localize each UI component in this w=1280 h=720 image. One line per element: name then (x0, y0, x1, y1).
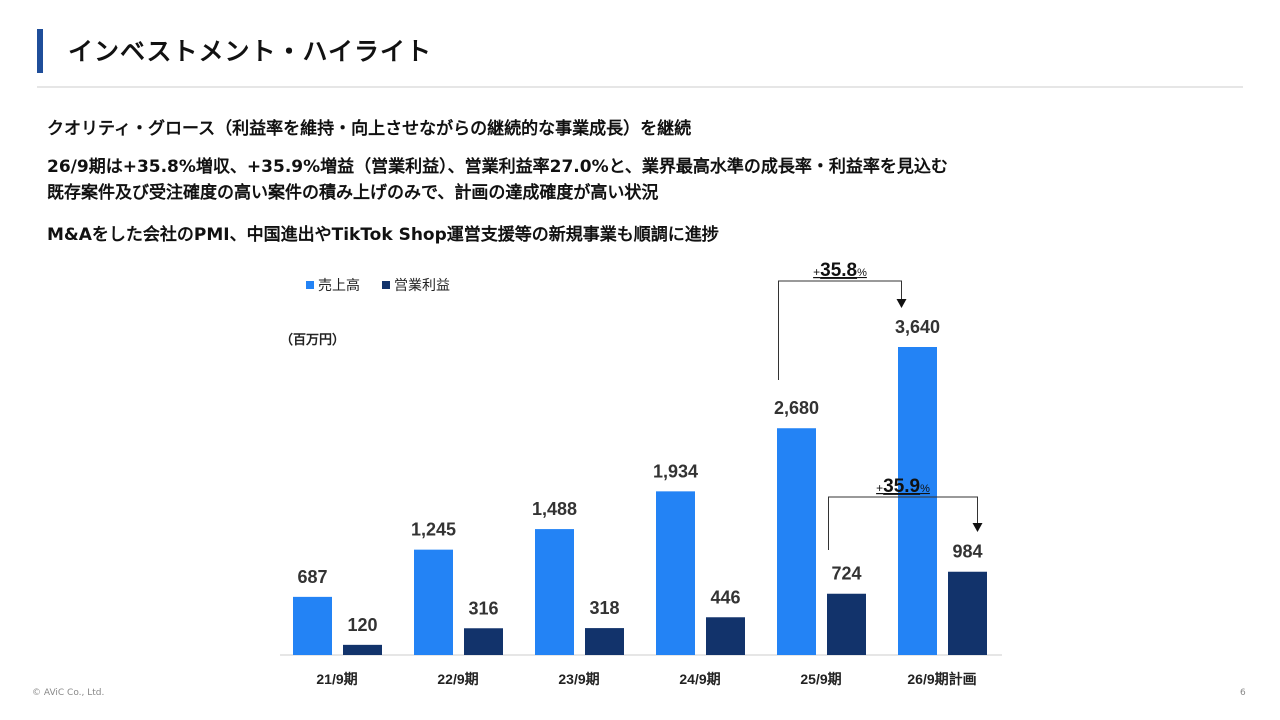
bar-revenue (777, 428, 816, 655)
growth-rate-part: % (920, 483, 930, 495)
data-label: 724 (831, 564, 861, 584)
x-tick-label: 25/9期 (800, 671, 841, 687)
x-tick-label: 22/9期 (437, 671, 478, 687)
bar-operating-profit (585, 628, 624, 655)
data-label: 120 (347, 615, 377, 635)
bullet-4: M&Aをした会社のPMI、中国進出やTikTok Shop運営支援等の新規事業も… (47, 225, 719, 245)
page-number: 6 (1240, 688, 1246, 698)
x-tick-label: 23/9期 (558, 671, 599, 687)
growth-rate-part: + (813, 265, 820, 279)
bar-revenue (293, 596, 332, 655)
bar-revenue (414, 549, 453, 655)
data-label: 1,488 (532, 499, 577, 519)
bar-revenue (898, 347, 937, 655)
arrow-head-icon (972, 523, 983, 532)
data-label: 984 (952, 542, 982, 562)
data-label: 316 (468, 598, 498, 618)
legend-swatch (306, 281, 314, 289)
bar-operating-profit (343, 644, 382, 655)
title-divider (37, 86, 1243, 88)
bar-operating-profit (706, 617, 745, 655)
bar-operating-profit (948, 571, 987, 655)
legend-label: 営業利益 (394, 277, 450, 293)
bullet-1: クオリティ・グロース（利益率を維持・向上させながらの継続的な事業成長）を継続 (47, 119, 692, 139)
growth-rate-part: 35.9 (883, 476, 920, 497)
bar-operating-profit (464, 628, 503, 655)
data-label: 3,640 (895, 317, 940, 337)
growth-rate-label: +35.8% (813, 260, 867, 281)
title-accent-bar (37, 29, 43, 73)
bar-revenue (656, 491, 695, 655)
x-tick-label: 26/9期計画 (907, 671, 976, 687)
growth-bracket (828, 496, 978, 550)
data-label: 1,934 (653, 461, 698, 481)
page-title: インベストメント・ハイライト (68, 37, 433, 66)
x-tick-label: 24/9期 (679, 671, 720, 687)
data-label: 446 (710, 587, 740, 607)
copyright: © AViC Co., Ltd. (32, 688, 105, 698)
bullet-3: 既存案件及び受注確度の高い案件の積み上げのみで、計画の達成確度が高い状況 (47, 183, 659, 203)
growth-bracket (778, 280, 902, 380)
arrow-head-icon (896, 299, 907, 308)
data-label: 687 (297, 567, 327, 587)
bar-revenue (535, 529, 574, 655)
growth-rate-label: +35.9% (876, 476, 930, 497)
growth-rate-part: % (857, 267, 867, 279)
data-label: 1,245 (411, 520, 456, 540)
legend-swatch (382, 281, 390, 289)
growth-rate-part: + (876, 481, 883, 495)
growth-rate-part: 35.8 (820, 260, 857, 281)
data-label: 318 (589, 598, 619, 618)
data-label: 2,680 (774, 398, 819, 418)
legend-label: 売上高 (318, 277, 360, 293)
unit-label: （百万円） (280, 332, 345, 347)
bar-operating-profit (827, 593, 866, 655)
x-tick-label: 21/9期 (316, 671, 357, 687)
bullet-2: 26/9期は+35.8%増収、+35.9%増益（営業利益）、営業利益率27.0%… (47, 157, 948, 177)
